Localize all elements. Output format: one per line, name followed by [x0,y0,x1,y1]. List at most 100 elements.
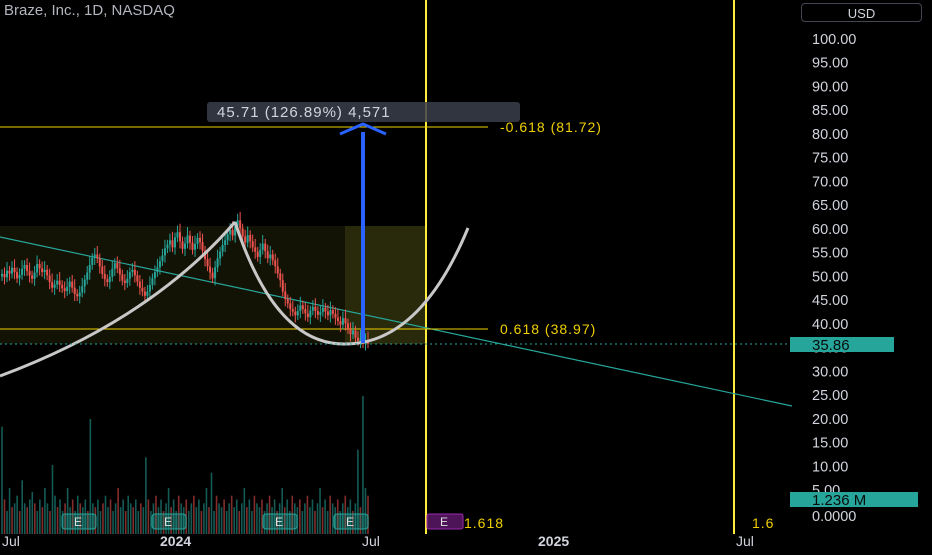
volume-bar [145,457,147,534]
volume-bar [46,503,49,534]
symbol-title[interactable]: Braze, Inc., 1D, NASDAQ [4,2,175,19]
volume-bar [152,503,155,534]
volume-bar [200,511,203,534]
candle-body [61,284,64,289]
volume-bar [18,511,21,534]
candle-body [121,274,124,281]
volume-bar [147,499,150,534]
volume-bar [220,507,223,534]
volume-bar [243,488,246,534]
candle-body [108,276,111,283]
volume-bar [81,507,84,534]
candle-body [291,309,294,312]
candle-body [219,251,222,259]
volume-bar [311,499,314,534]
volume-bar [367,495,369,534]
volume-bar [304,503,306,534]
volume-bar [339,511,342,534]
volume-bar [11,507,13,534]
volume-bar [129,503,132,534]
candle-body [1,273,3,277]
candle-body [256,251,259,257]
candle-body [346,323,349,330]
volume-bar [66,488,69,534]
candle-body [166,244,169,249]
candle-body [319,311,322,315]
y-tick-label: 60.00 [812,222,848,238]
candle-body [301,305,304,310]
volume-bar [61,511,64,534]
volume-bar [13,503,16,534]
volume-bar [175,511,177,534]
candle-body [21,268,24,275]
volume-bar [352,511,354,534]
candle-body [311,306,314,311]
candle-body [86,272,89,280]
candle-body [31,275,34,279]
volume-bar [28,499,31,534]
y-tick-label: 80.00 [812,127,848,143]
candle-body [158,261,161,268]
x-label-jul-2025: Jul [736,533,754,549]
candle-body [214,267,217,279]
currency-button[interactable]: USD [801,3,922,22]
volume-bar [223,499,225,534]
y-tick-label: 55.00 [812,246,848,262]
candle-body [359,338,362,341]
candle-body [68,281,71,287]
volume-bar [23,503,26,534]
measure-arrow[interactable] [339,122,387,343]
candle-body [201,242,204,251]
candle-body [354,330,357,338]
candle-body [53,284,56,288]
y-tick-label: 15.00 [812,436,848,452]
volume-bar [271,507,273,534]
candle-body [189,235,192,243]
candle-body [168,240,171,245]
volume-bar [230,495,233,534]
y-tick-label: 90.00 [812,79,848,95]
candle-body [28,271,31,276]
candle-body [341,318,344,325]
volume-bar [263,511,266,534]
y-tick-label: 25.00 [812,388,848,404]
volume-bar [357,449,359,534]
volume-bar [205,488,208,534]
y-tick-label: 10.00 [812,459,848,475]
cup-curve-left[interactable] [0,221,237,378]
volume-bar [359,507,362,534]
volume-bar [167,488,170,534]
candle-body [148,284,151,292]
volume-bar [124,511,127,534]
candle-body [141,287,144,292]
volume-bar [8,488,11,534]
x-label-2025: 2025 [538,533,569,549]
volume-bar [69,507,71,534]
candle-body [128,272,131,279]
candle-body [224,240,227,246]
volume-bar [44,488,46,534]
candle-body [181,241,184,249]
candle-body [163,248,166,256]
candle-body [178,232,181,242]
y-tick-label: 75.00 [812,151,848,167]
candle-body [88,264,91,273]
candle-body [271,254,274,261]
candle-body [316,311,319,315]
earnings-badge [151,513,187,530]
volume-bar [74,511,76,534]
price-axis[interactable]: 100.00 95.00 90.00 85.00 80.00 75.00 70.00 65.0… [812,32,856,499]
measure-label-box [207,102,520,122]
volume-bar [127,495,130,534]
candle-body [299,305,302,312]
volume-bar [94,507,97,534]
last-price-value: 35.86 [812,337,850,354]
candle-body [63,288,66,292]
volume-bar [170,507,172,534]
candle-body [211,272,214,279]
candle-body [81,286,84,293]
earnings-label: E [164,515,172,529]
